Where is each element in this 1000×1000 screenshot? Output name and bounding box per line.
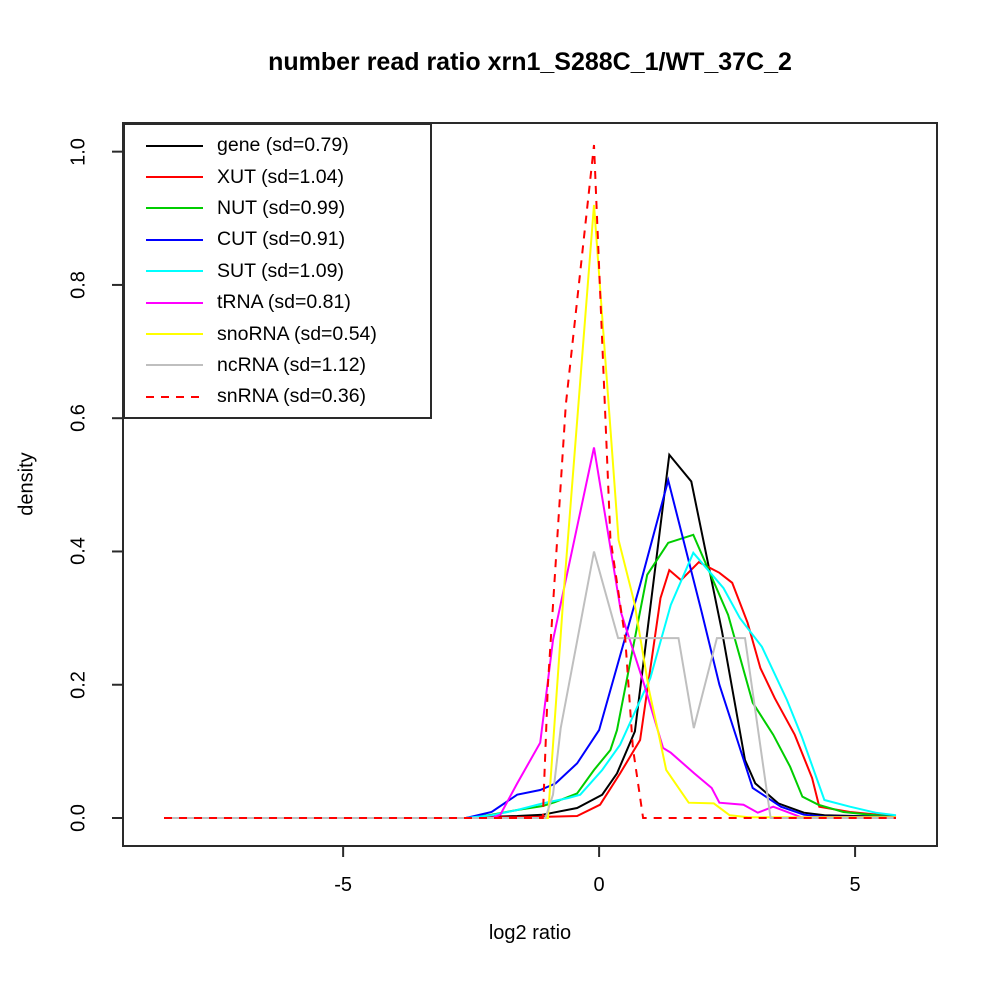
legend-row-NUT: NUT (sd=0.99) (146, 193, 430, 224)
series-line-snoRNA (164, 204, 896, 819)
legend-label-tRNA: tRNA (sd=0.81) (217, 291, 351, 314)
legend-row-SUT: SUT (sd=1.09) (146, 256, 430, 287)
x-axis-label: log2 ratio (488, 922, 572, 944)
legend-row-tRNA: tRNA (sd=0.81) (146, 287, 430, 318)
series-line-XUT (164, 560, 897, 819)
legend-line-sample-snoRNA (146, 333, 203, 336)
y-axis-label-text: density (15, 452, 38, 516)
x-tick-label: 0 (593, 874, 605, 896)
y-tick-label: 0.6 (67, 404, 90, 433)
y-tick-label: 1.0 (67, 137, 90, 166)
legend-label-snoRNA: snoRNA (sd=0.54) (217, 322, 377, 345)
legend-label-XUT: XUT (sd=1.04) (217, 165, 344, 188)
series-line-SUT (164, 550, 897, 819)
legend-label-gene: gene (sd=0.79) (217, 134, 349, 157)
legend-line-sample-SUT (146, 270, 203, 273)
y-tick-label: 0.4 (67, 537, 90, 566)
legend-row-snRNA: snRNA (sd=0.36) (146, 381, 430, 412)
legend-line-sample-snRNA (146, 395, 203, 398)
y-tick-label: 0.0 (67, 804, 90, 832)
y-tick-label: 0.2 (67, 670, 90, 699)
legend-label-SUT: SUT (sd=1.09) (217, 259, 344, 282)
legend-label-NUT: NUT (sd=0.99) (217, 196, 346, 219)
legend-label-snRNA: snRNA (sd=0.36) (217, 385, 367, 408)
legend-row-ncRNA: ncRNA (sd=1.12) (146, 350, 430, 381)
series-line-gene (164, 452, 897, 819)
x-tick-label: -5 (334, 874, 353, 896)
plot-border (122, 122, 938, 847)
legend-line-sample-tRNA (146, 301, 203, 304)
legend-line-sample-ncRNA (146, 364, 203, 367)
legend-line-sample-XUT (146, 176, 203, 179)
legend-row-XUT: XUT (sd=1.04) (146, 161, 430, 192)
chart-title: number read ratio xrn1_S288C_1/WT_37C_2 (268, 48, 792, 76)
y-tick-label: 0.8 (67, 271, 90, 299)
series-line-CUT (164, 476, 896, 819)
series-line-tRNA (164, 447, 896, 819)
legend-box: gene (sd=0.79) XUT (sd=1.04) NUT (sd=0.99)… (123, 123, 432, 419)
x-tick-label: 5 (849, 874, 861, 896)
legend-line-sample-CUT (146, 238, 203, 241)
legend-line-sample-gene (146, 144, 203, 147)
legend-row-snoRNA: snoRNA (sd=0.54) (146, 318, 430, 349)
legend-label-CUT: CUT (sd=0.91) (217, 228, 346, 251)
legend-label-ncRNA: ncRNA (sd=1.12) (217, 353, 367, 376)
series-line-NUT (164, 533, 897, 819)
legend-row-CUT: CUT (sd=0.91) (146, 224, 430, 255)
legend-line-sample-NUT (146, 207, 203, 210)
legend-row-gene: gene (sd=0.79) (146, 130, 430, 161)
series-line-ncRNA (164, 551, 896, 819)
series-line-snRNA (164, 144, 896, 819)
